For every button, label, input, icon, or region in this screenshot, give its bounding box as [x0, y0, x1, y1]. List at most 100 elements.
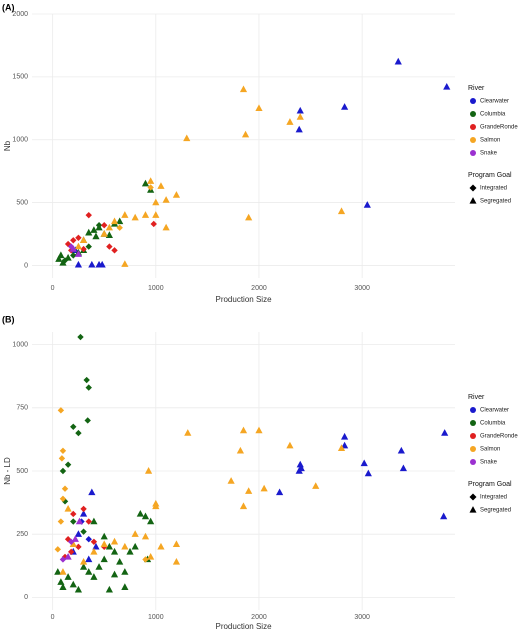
legend-label: Snake — [480, 151, 498, 157]
data-point — [110, 547, 119, 555]
data-point — [141, 211, 150, 218]
data-point — [276, 488, 284, 496]
data-point — [296, 113, 304, 120]
data-point — [100, 532, 108, 540]
data-point — [227, 477, 235, 484]
y-tick-label: 0 — [24, 262, 28, 269]
data-point — [95, 223, 103, 231]
data-point — [105, 585, 113, 593]
x-tick-label: 1000 — [148, 614, 164, 621]
data-point — [255, 426, 263, 434]
data-point — [105, 542, 113, 550]
data-point — [172, 540, 181, 547]
data-point — [85, 536, 92, 543]
data-point — [70, 510, 77, 518]
data-point — [141, 179, 150, 187]
data-point — [70, 237, 77, 244]
legend-swatch — [470, 137, 476, 143]
legend-swatch — [469, 506, 477, 513]
legend-label: Snake — [480, 460, 498, 466]
data-point — [70, 518, 77, 525]
panel-label: (A) — [2, 2, 15, 12]
legend-label: Segregated — [480, 199, 511, 205]
data-point — [295, 125, 303, 133]
data-point — [144, 467, 153, 474]
data-point — [64, 504, 72, 512]
data-point — [79, 236, 88, 243]
data-point — [64, 461, 72, 468]
y-tick-label: 2000 — [12, 11, 28, 18]
data-point — [110, 217, 119, 225]
legend-label: Integrated — [480, 495, 507, 501]
data-point — [147, 517, 155, 525]
data-point — [399, 464, 408, 472]
data-point — [95, 563, 103, 570]
data-point — [80, 245, 87, 253]
legend-label: Columbia — [480, 421, 506, 427]
x-tick-label: 2000 — [251, 285, 267, 292]
data-point — [98, 260, 106, 268]
legend-swatch — [470, 407, 476, 413]
legend-title: Program Goal — [468, 481, 512, 488]
data-point — [121, 583, 129, 590]
legend-swatch — [470, 111, 476, 117]
data-point — [239, 426, 248, 434]
data-point — [85, 568, 93, 575]
data-point — [162, 223, 170, 231]
data-point — [64, 552, 72, 560]
legend-label: Salmon — [480, 447, 500, 453]
data-point — [106, 243, 113, 250]
data-point — [85, 228, 93, 236]
data-point — [110, 570, 119, 578]
data-point — [54, 546, 61, 553]
data-point — [58, 455, 66, 462]
y-tick-label: 500 — [16, 199, 28, 206]
y-tick-label: 1000 — [12, 341, 28, 348]
y-tick-label: 250 — [16, 531, 28, 538]
data-point — [75, 234, 82, 241]
data-point — [84, 417, 91, 424]
data-point — [157, 182, 165, 189]
data-point — [121, 211, 129, 218]
data-point — [74, 260, 83, 268]
data-point — [116, 217, 124, 225]
legend-swatch — [470, 124, 476, 130]
data-point — [162, 196, 170, 203]
data-point — [341, 103, 349, 110]
data-point — [57, 407, 65, 414]
data-point — [85, 518, 92, 525]
data-point — [90, 538, 98, 545]
data-point — [100, 230, 108, 237]
data-point — [74, 250, 83, 257]
data-point — [184, 429, 192, 436]
data-point — [131, 542, 139, 550]
legend-label: Clearwater — [480, 99, 509, 105]
data-point — [92, 542, 100, 550]
data-point — [90, 226, 98, 233]
data-point — [68, 548, 75, 556]
data-point — [286, 441, 294, 449]
legend-label: Salmon — [480, 138, 500, 144]
x-tick-label: 3000 — [354, 614, 370, 621]
data-point — [141, 512, 150, 520]
legend-title: River — [468, 394, 485, 401]
data-point — [69, 540, 77, 547]
data-point — [80, 505, 87, 513]
data-point — [79, 558, 88, 565]
data-point — [147, 177, 155, 184]
data-point — [74, 242, 83, 250]
data-point — [85, 211, 92, 219]
data-point — [152, 198, 160, 206]
data-point — [105, 223, 113, 231]
data-point — [260, 484, 268, 492]
data-point — [57, 518, 65, 525]
data-point — [441, 429, 449, 436]
data-point — [183, 134, 191, 142]
data-point — [79, 510, 88, 517]
data-point — [147, 552, 155, 560]
data-point — [116, 558, 124, 565]
data-point — [101, 222, 108, 229]
x-tick-label: 3000 — [354, 285, 370, 292]
x-tick-label: 0 — [51, 614, 55, 621]
data-point — [88, 260, 96, 268]
